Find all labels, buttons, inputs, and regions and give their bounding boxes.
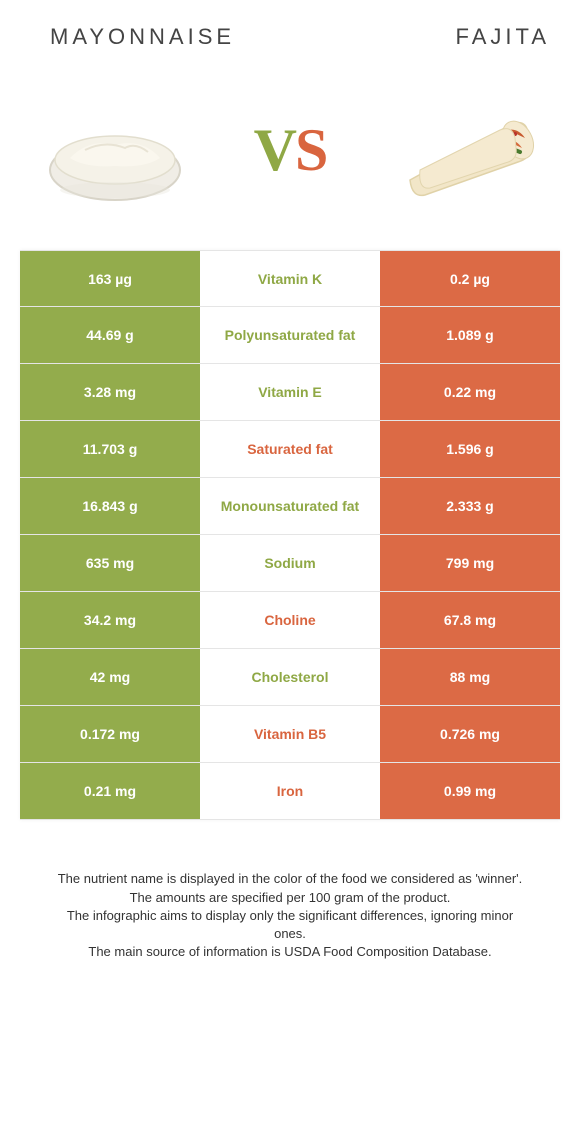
food-title-right: Fajita	[456, 24, 551, 50]
nutrient-row: 0.21 mgIron0.99 mg	[20, 763, 560, 820]
nutrient-name: Vitamin E	[200, 364, 380, 420]
nutrient-row: 42 mgCholesterol88 mg	[20, 649, 560, 706]
footnote-line: The nutrient name is displayed in the co…	[50, 870, 530, 888]
header-row: Mayonnaise Fajita	[20, 24, 560, 80]
nutrient-row: 34.2 mgCholine67.8 mg	[20, 592, 560, 649]
nutrient-table: 163 µgVitamin K0.2 µg44.69 gPolyunsatura…	[20, 250, 560, 820]
nutrient-name: Choline	[200, 592, 380, 648]
value-left: 0.21 mg	[20, 763, 200, 819]
value-left: 44.69 g	[20, 307, 200, 363]
value-right: 1.596 g	[380, 421, 560, 477]
nutrient-row: 0.172 mgVitamin B50.726 mg	[20, 706, 560, 763]
food-title-left: Mayonnaise	[50, 24, 235, 50]
hero-row: VS	[20, 80, 560, 250]
value-right: 88 mg	[380, 649, 560, 705]
value-left: 42 mg	[20, 649, 200, 705]
value-right: 0.2 µg	[380, 251, 560, 306]
value-right: 0.22 mg	[380, 364, 560, 420]
value-right: 799 mg	[380, 535, 560, 591]
mayo-image	[30, 90, 200, 210]
nutrient-row: 163 µgVitamin K0.2 µg	[20, 250, 560, 307]
value-left: 3.28 mg	[20, 364, 200, 420]
value-right: 2.333 g	[380, 478, 560, 534]
vs-label: VS	[254, 116, 327, 185]
nutrient-row: 44.69 gPolyunsaturated fat1.089 g	[20, 307, 560, 364]
nutrient-name: Vitamin K	[200, 251, 380, 306]
value-left: 16.843 g	[20, 478, 200, 534]
footnote-line: The amounts are specified per 100 gram o…	[50, 889, 530, 907]
nutrient-name: Saturated fat	[200, 421, 380, 477]
nutrient-name: Iron	[200, 763, 380, 819]
footnotes: The nutrient name is displayed in the co…	[20, 820, 560, 961]
vs-v: V	[254, 117, 295, 183]
value-right: 0.726 mg	[380, 706, 560, 762]
fajita-image	[380, 90, 550, 210]
value-right: 67.8 mg	[380, 592, 560, 648]
value-left: 163 µg	[20, 251, 200, 306]
nutrient-name: Sodium	[200, 535, 380, 591]
nutrient-row: 16.843 gMonounsaturated fat2.333 g	[20, 478, 560, 535]
footnote-line: The main source of information is USDA F…	[50, 943, 530, 961]
value-left: 34.2 mg	[20, 592, 200, 648]
nutrient-row: 3.28 mgVitamin E0.22 mg	[20, 364, 560, 421]
nutrient-name: Vitamin B5	[200, 706, 380, 762]
vs-s: S	[295, 117, 326, 183]
value-right: 1.089 g	[380, 307, 560, 363]
nutrient-row: 635 mgSodium799 mg	[20, 535, 560, 592]
footnote-line: The infographic aims to display only the…	[50, 907, 530, 942]
value-left: 0.172 mg	[20, 706, 200, 762]
nutrient-name: Monounsaturated fat	[200, 478, 380, 534]
nutrient-name: Polyunsaturated fat	[200, 307, 380, 363]
nutrient-name: Cholesterol	[200, 649, 380, 705]
value-left: 11.703 g	[20, 421, 200, 477]
nutrient-row: 11.703 gSaturated fat1.596 g	[20, 421, 560, 478]
value-left: 635 mg	[20, 535, 200, 591]
value-right: 0.99 mg	[380, 763, 560, 819]
